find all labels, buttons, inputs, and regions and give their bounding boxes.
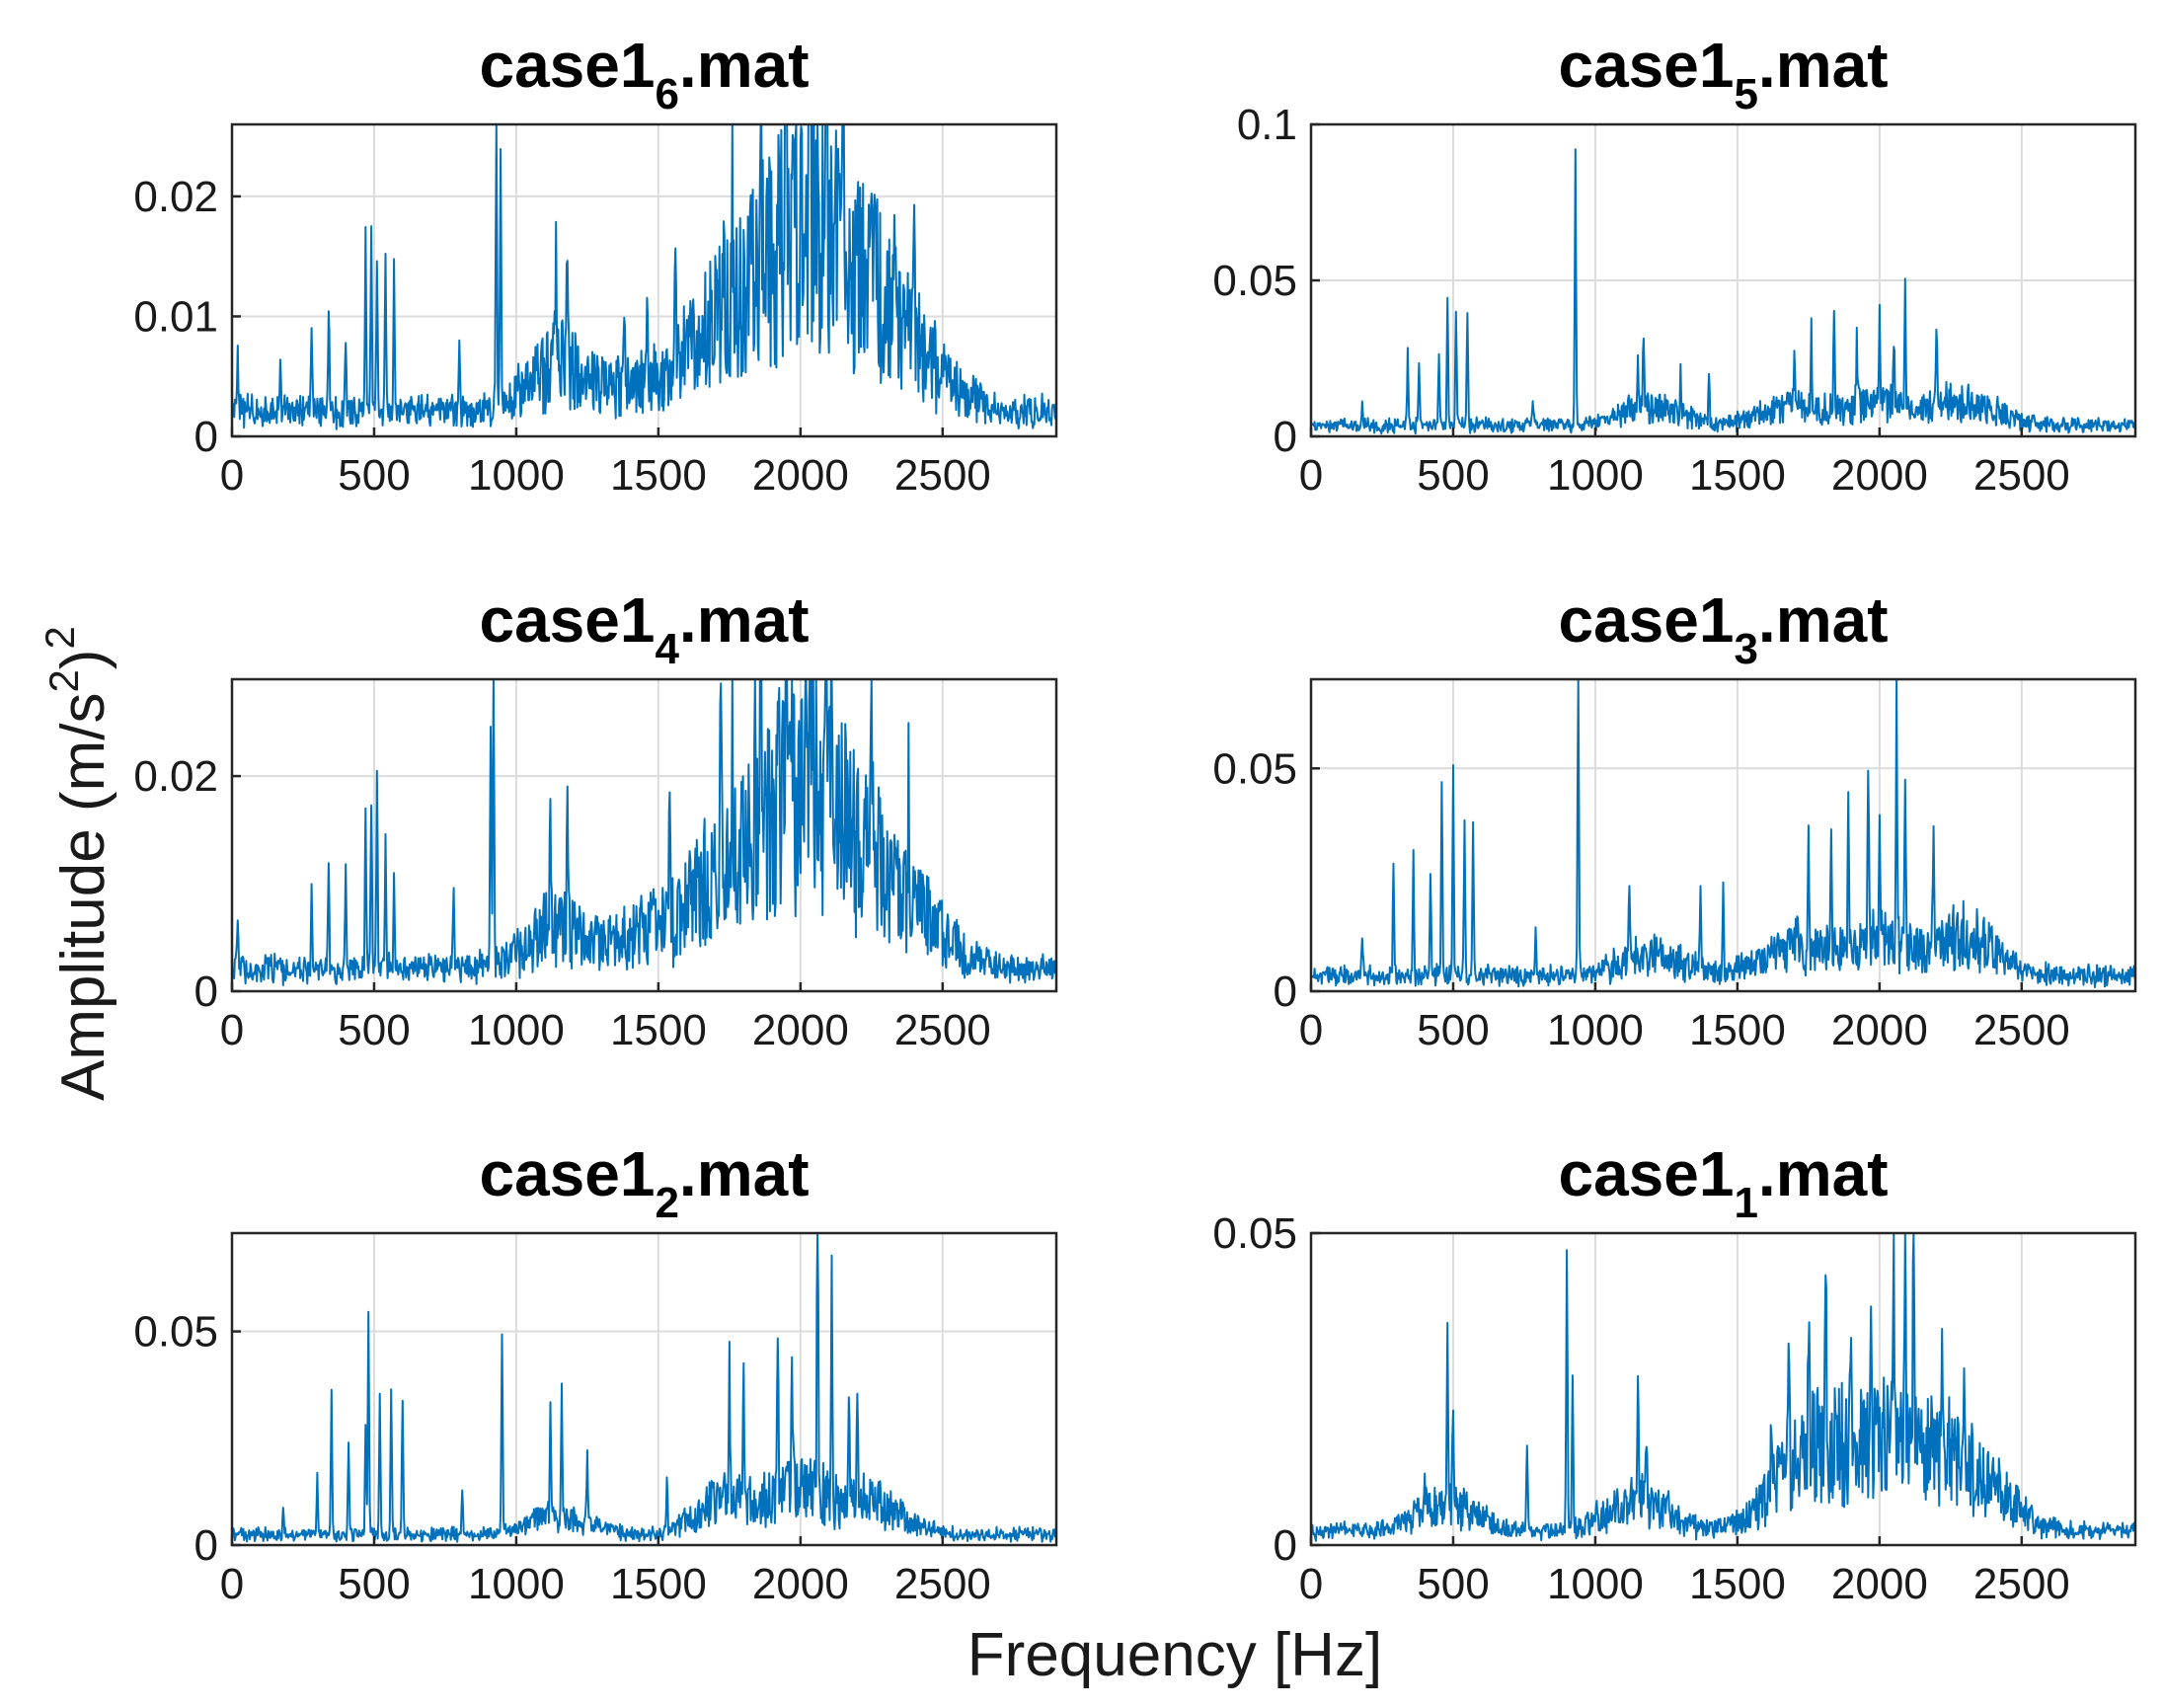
x-tick-label: 2000 [752,1560,849,1608]
subplot-case1_3: case13.mat 0 500 1000 1500 2000 2500 0 0.05 [1212,584,2137,1054]
x-tick-label: 1000 [1547,1006,1644,1054]
subplot-title: case16.mat [479,30,809,118]
y-tick-label: 0.02 [133,752,218,801]
subplot-title-subscript: 3 [1734,625,1757,673]
x-tick-label: 500 [1417,451,1489,500]
x-axis-label: Frequency [Hz] [967,1621,1382,1689]
subplot-title-subscript: 4 [655,625,679,673]
plot-frame [230,122,1058,438]
x-tick-label: 1000 [468,1560,565,1608]
y-tick-label: 0.02 [133,173,218,221]
y-tick-label: 0 [194,1521,218,1570]
subplot-title-subscript: 6 [655,70,678,118]
x-tick-label: 2500 [1973,1560,2070,1608]
x-tick-label: 1500 [1689,1560,1786,1608]
y-tick-label: 0 [194,968,218,1016]
subplot-title-prefix: case1 [479,30,655,101]
spectrum-line [231,678,1057,986]
x-tick-label: 1500 [610,1006,707,1054]
x-tick-label: 0 [1299,1006,1323,1054]
x-tick-label: 500 [338,1006,410,1054]
subplot-title-prefix: case1 [479,1138,655,1209]
x-tick-label: 2500 [894,1560,991,1608]
spectrum-line [231,123,1057,430]
subplot-title-suffix: .mat [1758,1138,1889,1209]
x-tick-label: 1000 [1547,1560,1644,1608]
subplot-case1_4: case14.mat 0 500 1000 1500 2000 2500 0 0.02 [133,584,1058,1054]
y-tick-label: 0.1 [1237,101,1297,149]
y-tick-label: 0 [1274,968,1297,1016]
subplot-title-subscript: 2 [655,1179,678,1227]
spectrum-line [231,1232,1057,1543]
x-tick-label: 2000 [1831,1006,1928,1054]
x-tick-label: 2000 [752,451,849,500]
x-tick-label: 500 [1417,1560,1489,1608]
subplot-title-suffix: .mat [679,584,810,656]
x-tick-label: 1500 [610,451,707,500]
spectrum-line [1310,148,2136,435]
spectrum-line [1310,1232,2136,1542]
subplot-title-prefix: case1 [1558,584,1734,656]
x-tick-label: 2500 [894,1006,991,1054]
subplot-case1_5: case15.mat 0 500 1000 1500 2000 2500 0 0.05 0.1 [1212,30,2137,500]
x-tick-label: 2500 [1973,451,2070,500]
subplot-title-suffix: .mat [679,30,810,101]
subplot-case1_2: case12.mat 0 500 1000 1500 2000 2500 0 0.05 [133,1138,1058,1608]
subplot-title: case14.mat [479,584,809,673]
x-tick-label: 0 [220,1560,244,1608]
subplot-title-prefix: case1 [1558,30,1734,101]
subplot-title-prefix: case1 [1558,1138,1734,1209]
subplot-title-suffix: .mat [1758,30,1889,101]
y-axis-label: Amplitude (m/s2)2 [37,626,117,1101]
x-tick-label: 0 [220,1006,244,1054]
y-tick-label: 0.05 [1212,1209,1297,1258]
x-tick-label: 0 [1299,451,1323,500]
subplot-title: case13.mat [1558,584,1888,673]
x-tick-label: 500 [1417,1006,1489,1054]
x-tick-label: 2000 [1831,451,1928,500]
subplot-title-subscript: 1 [1734,1179,1757,1227]
y-tick-label: 0 [1274,1521,1297,1570]
subplot-title-suffix: .mat [679,1138,810,1209]
x-tick-label: 2000 [1831,1560,1928,1608]
y-tick-label: 0.05 [1212,744,1297,793]
x-tick-label: 1000 [1547,451,1644,500]
y-tick-label: 0.01 [133,292,218,341]
subplot-title: case15.mat [1558,30,1888,118]
y-tick-label: 0 [194,413,218,461]
plot-frame [1309,1231,2137,1547]
y-tick-label: 0 [1274,413,1297,461]
subplot-title-prefix: case1 [479,584,655,656]
x-tick-label: 2000 [752,1006,849,1054]
x-tick-label: 500 [338,1560,410,1608]
subplot-title-subscript: 5 [1734,70,1757,118]
x-tick-label: 0 [1299,1560,1323,1608]
x-tick-label: 1500 [1689,451,1786,500]
subplot-case1_1: case11.mat 0 500 1000 1500 2000 2500 0 0.05 [1212,1138,2137,1608]
plot-frame [1309,677,2137,993]
x-tick-label: 1000 [468,451,565,500]
plot-frame [230,677,1058,993]
subplot-case1_6: case16.mat 0 500 1000 1500 2000 2500 0 0.01 0.02 [133,30,1058,500]
spectrum-line [1310,678,2136,988]
subplot-title-suffix: .mat [1758,584,1889,656]
x-tick-label: 1500 [1689,1006,1786,1054]
x-tick-label: 1500 [610,1560,707,1608]
y-tick-label: 0.05 [1212,257,1297,305]
x-tick-label: 2500 [894,451,991,500]
subplot-title: case12.mat [479,1138,809,1227]
x-tick-label: 500 [338,451,410,500]
subplot-title: case11.mat [1558,1138,1888,1227]
x-tick-label: 1000 [468,1006,565,1054]
x-tick-label: 0 [220,451,244,500]
y-tick-label: 0.05 [133,1308,218,1357]
plot-frame [230,1231,1058,1547]
x-tick-label: 2500 [1973,1006,2070,1054]
